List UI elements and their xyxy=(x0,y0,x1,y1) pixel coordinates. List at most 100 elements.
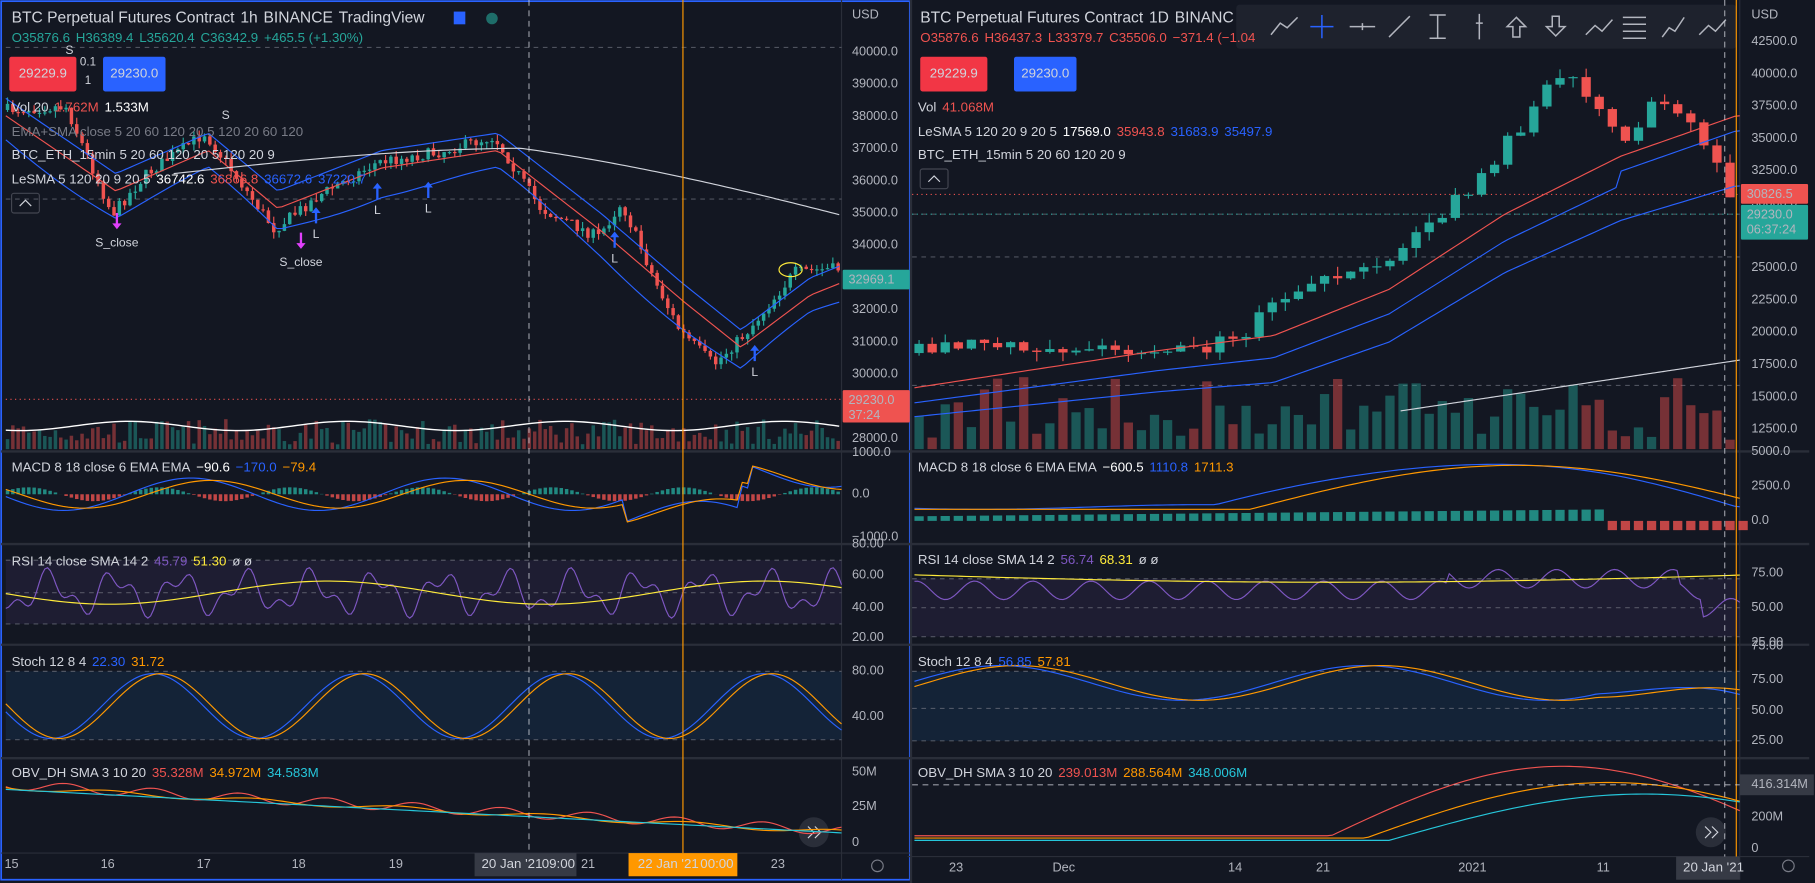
macd-histogram xyxy=(362,494,367,501)
macd-histogram xyxy=(729,494,734,500)
volume-bar xyxy=(122,440,127,450)
macd-histogram xyxy=(1594,509,1604,521)
tool-icon[interactable] xyxy=(1585,19,1613,36)
macd-histogram xyxy=(1306,512,1317,521)
candle-body xyxy=(463,139,468,149)
buy-button[interactable] xyxy=(1013,56,1077,92)
obv-line xyxy=(914,765,1740,837)
buy-button[interactable] xyxy=(103,56,166,92)
macd-histogram xyxy=(809,487,814,495)
tool-icon[interactable] xyxy=(1698,19,1727,36)
drawing-toolbar[interactable] xyxy=(1236,4,1737,49)
macd-histogram xyxy=(671,488,675,495)
volume-bar xyxy=(713,424,718,450)
tool-icon[interactable] xyxy=(1505,16,1528,38)
macd-histogram xyxy=(357,494,361,502)
price-label: 37500.0 xyxy=(1751,98,1797,113)
collapse-button[interactable] xyxy=(10,192,40,214)
sell-button[interactable] xyxy=(9,56,77,92)
tool-icon[interactable] xyxy=(1661,16,1685,38)
candle-body xyxy=(1581,77,1591,97)
legend-item: L35620.4 xyxy=(139,30,194,45)
candle-body xyxy=(1646,101,1657,128)
tool-icon[interactable] xyxy=(1349,23,1376,31)
volume-bar xyxy=(319,429,324,450)
volume-bar xyxy=(224,419,228,450)
volume-bar xyxy=(548,425,553,450)
macd-histogram xyxy=(1673,520,1683,531)
volume-bar xyxy=(1006,421,1016,450)
tool-icon[interactable] xyxy=(1310,15,1334,39)
macd-histogram xyxy=(602,494,606,500)
candle-body xyxy=(927,343,937,353)
tool-icon[interactable] xyxy=(1429,14,1446,39)
volume-bar xyxy=(687,441,691,450)
marker-time: 00:00 xyxy=(700,856,733,871)
candle-body xyxy=(966,339,977,349)
macd-histogram xyxy=(437,489,441,495)
candle-body xyxy=(751,325,755,335)
volume-bar xyxy=(1215,405,1225,450)
legend: O35876.6 H36389.4 L35620.4 C36342.9 +465.5 (… xyxy=(12,30,363,45)
macd-histogram xyxy=(1058,514,1068,521)
signal-label: L xyxy=(374,203,381,217)
macd-histogram xyxy=(618,494,622,502)
candle-body xyxy=(85,143,90,155)
candle-body xyxy=(218,152,223,158)
volume-bar xyxy=(362,428,367,450)
candle-body xyxy=(1607,109,1617,127)
tool-icon[interactable] xyxy=(1270,16,1299,36)
candle-body xyxy=(106,198,111,208)
settings-icon[interactable] xyxy=(871,859,884,873)
price-tag-text: 32969.1 xyxy=(848,271,894,286)
legend: OBV_DH SMA 3 10 20 35.328M 34.972M 34.583M xyxy=(12,765,319,780)
legend-item: 45.79 xyxy=(154,553,187,568)
tool-icon[interactable] xyxy=(1544,15,1567,37)
legend: BTC Perpetual Futures Contract 1h BINANCE T… xyxy=(12,10,426,27)
candle-body xyxy=(1673,104,1683,114)
volume-bar xyxy=(1411,383,1421,450)
tool-icon[interactable] xyxy=(1622,16,1647,39)
macd-histogram xyxy=(1346,511,1356,521)
tool-icon[interactable] xyxy=(1388,15,1411,38)
macd-histogram xyxy=(138,489,143,495)
macd-histogram xyxy=(1738,520,1748,531)
sell-price: 29229.9 xyxy=(19,66,67,81)
candle-body xyxy=(1489,164,1500,174)
pane-axis-label: 75.00 xyxy=(1751,564,1783,579)
signal-label: S_close xyxy=(95,235,138,249)
macd-histogram xyxy=(272,489,276,495)
volume-bar xyxy=(602,422,606,450)
macd-histogram xyxy=(682,487,686,495)
candle-body xyxy=(1359,267,1369,272)
time-label: Dec xyxy=(1052,860,1075,875)
macd-histogram xyxy=(650,493,654,495)
moving-average xyxy=(5,97,840,331)
rsi-ma xyxy=(5,580,842,605)
settings-icon[interactable] xyxy=(1782,859,1795,873)
macd-histogram xyxy=(927,516,937,521)
legend-item: 36672.6 xyxy=(264,171,312,186)
pane-axis-label: −1000.0 xyxy=(852,528,898,543)
volume-bar xyxy=(1176,435,1186,450)
time-label: 19 xyxy=(389,856,403,871)
legend: Stoch 12 8 4 22.30 31.72 xyxy=(12,654,165,669)
sell-button[interactable] xyxy=(920,56,988,92)
volume-bar xyxy=(543,429,548,450)
macd-histogram xyxy=(234,494,239,501)
volume-bar xyxy=(53,430,58,450)
macd-histogram xyxy=(277,488,281,495)
volume-bar xyxy=(1123,422,1133,450)
macd-histogram xyxy=(745,494,750,502)
volume-bar xyxy=(128,421,132,450)
tool-icon[interactable] xyxy=(1475,13,1483,40)
volume-bar xyxy=(660,438,665,450)
signal-label: L xyxy=(425,202,432,216)
collapse-button[interactable] xyxy=(919,168,949,190)
volume-bar xyxy=(1097,428,1107,450)
macd-histogram xyxy=(1333,512,1343,521)
macd-histogram xyxy=(1516,510,1526,521)
candle-body xyxy=(1280,298,1290,303)
macd-histogram xyxy=(1241,512,1251,521)
macd-histogram xyxy=(831,490,835,495)
